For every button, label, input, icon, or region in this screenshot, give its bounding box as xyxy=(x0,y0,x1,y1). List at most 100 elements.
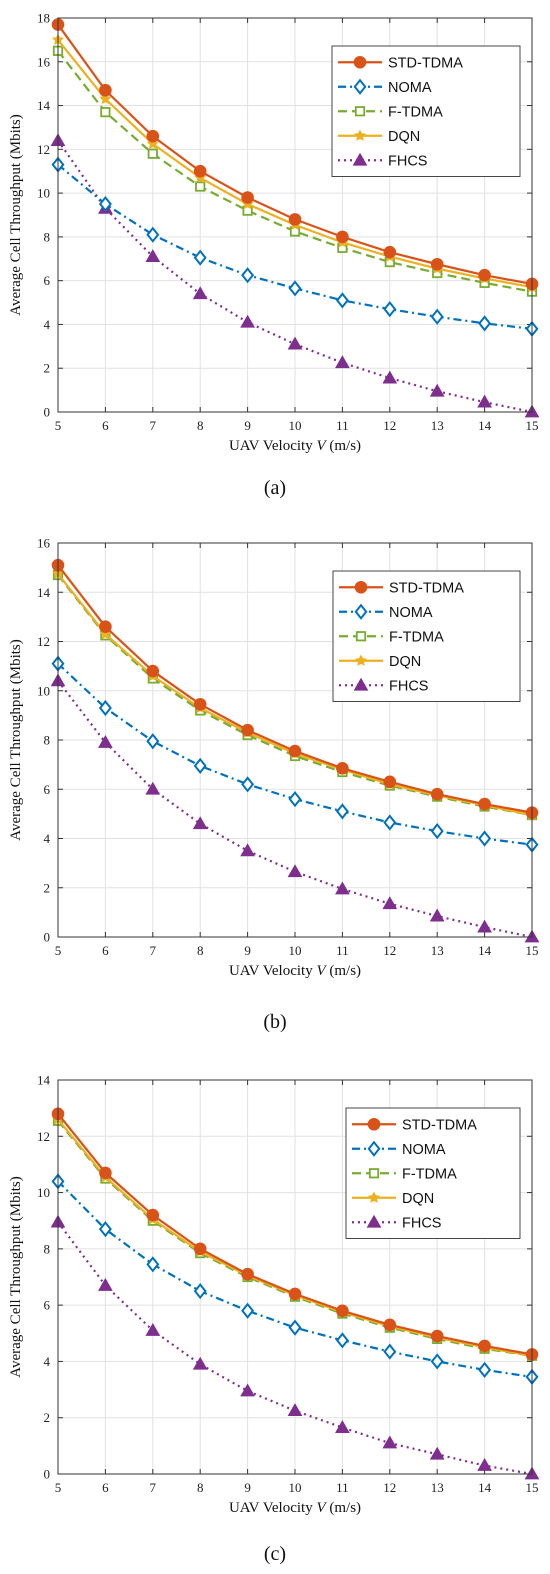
data-point-std-tdma xyxy=(193,697,207,711)
y-tick-label: 12 xyxy=(37,142,50,157)
data-point-noma xyxy=(383,814,397,831)
x-tick-label: 13 xyxy=(431,943,444,958)
plot-frame xyxy=(57,1079,533,1475)
data-point-fhcs xyxy=(382,896,398,910)
y-tick-label: 14 xyxy=(37,1073,51,1088)
data-point-fhcs xyxy=(382,370,398,384)
data-point-noma xyxy=(98,1221,112,1238)
legend-swatch-marker xyxy=(354,580,368,594)
legend-label-std-tdma: STD-TDMA xyxy=(389,580,464,596)
data-point-fhcs xyxy=(98,734,113,748)
series-line-f-tdma xyxy=(57,574,533,817)
data-point-noma xyxy=(146,1256,160,1273)
axis-ticks: 5 6 7 8 9 10 11 12 13 14 15 0 2 4 6 8 10 12 14 16 xyxy=(37,536,539,959)
data-point-noma xyxy=(383,1343,397,1360)
legend-label-fhcs: FHCS xyxy=(389,678,428,694)
data-point-std-tdma xyxy=(383,775,397,789)
data-point-std-tdma xyxy=(146,129,160,143)
y-tick-label: 10 xyxy=(37,683,50,698)
data-point-fhcs xyxy=(335,1420,350,1433)
y-tick-label: 14 xyxy=(37,98,51,113)
data-point-fhcs xyxy=(240,843,255,857)
data-point-fhcs xyxy=(335,355,350,369)
series-noma xyxy=(51,156,539,337)
y-tick-label: 8 xyxy=(44,733,51,748)
x-tick-label: 5 xyxy=(55,418,62,433)
data-point-std-tdma xyxy=(193,1242,207,1256)
legend-label-dqn: DQN xyxy=(388,129,420,145)
legend-swatch-marker xyxy=(354,654,368,666)
x-tick-label: 15 xyxy=(526,943,539,958)
data-point-f-tdma xyxy=(147,148,158,159)
plot-frame xyxy=(57,542,533,938)
x-tick-label: 9 xyxy=(244,943,251,958)
legend-label-fhcs: FHCS xyxy=(402,1215,441,1231)
data-point-std-tdma xyxy=(288,1287,302,1301)
x-tick-label: 7 xyxy=(150,418,157,433)
data-point-fhcs xyxy=(287,336,303,350)
data-point-f-tdma xyxy=(100,107,111,118)
throughput-chart-b: 5 6 7 8 9 10 11 12 13 14 15 0 2 4 6 8 10 12 14 16 UAV Veloci… xyxy=(8,536,540,979)
data-point-noma xyxy=(146,226,160,243)
y-axis-label: Average Cell Throughput (Mbits) xyxy=(8,1176,24,1378)
y-tick-label: 4 xyxy=(44,317,51,332)
legend-swatch-marker xyxy=(353,78,367,95)
legend-label-std-tdma: STD-TDMA xyxy=(388,55,463,71)
data-point-fhcs xyxy=(145,781,161,795)
throughput-chart-a: 5 6 7 8 9 10 11 12 13 14 15 0 2 4 6 8 10 12 14 16 18 UAV Velo… xyxy=(8,11,540,454)
data-point-fhcs xyxy=(477,1458,492,1471)
axis-ticks: 5 6 7 8 9 10 11 12 13 14 15 0 2 4 6 8 10 12 14 16 18 xyxy=(37,11,539,434)
legend-swatch-marker xyxy=(353,129,367,141)
legend: STD-TDMA NOMA F-TDMA DQN FHCS xyxy=(332,570,521,702)
data-point-dqn xyxy=(146,137,159,149)
caption-b: (b) xyxy=(263,1011,287,1033)
x-tick-label: 6 xyxy=(102,943,109,958)
chart-panel-c: 5 6 7 8 9 10 11 12 13 14 15 0 2 4 6 8 10 12 14 UAV Velocity… xyxy=(0,1062,550,1532)
x-axis-label: UAV Velocity V (m/s) xyxy=(229,438,361,454)
y-tick-label: 18 xyxy=(37,11,50,26)
data-point-noma xyxy=(146,733,160,750)
legend: STD-TDMA NOMA F-TDMA DQN FHCS xyxy=(345,1107,521,1239)
y-tick-label: 6 xyxy=(44,1298,51,1313)
data-point-noma xyxy=(335,1332,349,1349)
data-point-noma xyxy=(241,1302,255,1319)
data-point-noma xyxy=(193,1282,207,1300)
caption-a: (a) xyxy=(263,477,287,499)
x-tick-label: 12 xyxy=(383,943,396,958)
y-tick-label: 6 xyxy=(44,273,51,288)
x-tick-label: 10 xyxy=(289,1480,302,1495)
legend-swatch-marker xyxy=(367,1140,381,1157)
legend-label-f-tdma: F-TDMA xyxy=(402,1166,457,1182)
data-point-fhcs xyxy=(429,1446,445,1460)
data-point-std-tdma xyxy=(241,723,254,737)
y-tick-label: 2 xyxy=(44,880,51,895)
data-point-fhcs xyxy=(192,1356,208,1370)
x-tick-label: 5 xyxy=(55,1480,62,1495)
data-point-noma xyxy=(241,267,255,284)
x-tick-label: 6 xyxy=(102,1480,109,1495)
x-tick-label: 6 xyxy=(102,418,109,433)
x-axis-label: UAV Velocity V (m/s) xyxy=(229,963,361,979)
data-point-fhcs xyxy=(240,314,255,328)
series-std-tdma xyxy=(51,1107,539,1361)
data-point-std-tdma xyxy=(383,1318,397,1332)
caption-c: (c) xyxy=(263,1543,287,1565)
x-tick-label: 11 xyxy=(336,943,349,958)
x-axis-label: UAV Velocity V (m/s) xyxy=(229,1500,361,1516)
x-tick-label: 10 xyxy=(289,943,302,958)
legend-label-dqn: DQN xyxy=(389,654,421,670)
legend-label-f-tdma: F-TDMA xyxy=(389,629,444,645)
legend-label-f-tdma: F-TDMA xyxy=(388,104,443,120)
data-point-fhcs xyxy=(240,1383,255,1397)
data-point-fhcs xyxy=(382,1435,398,1449)
y-tick-label: 16 xyxy=(37,536,51,551)
series-noma xyxy=(51,655,539,853)
x-tick-label: 10 xyxy=(289,418,302,433)
legend-swatch-marker xyxy=(354,106,366,117)
legend-swatch-marker xyxy=(352,152,368,166)
data-point-noma xyxy=(193,757,207,774)
data-point-noma xyxy=(430,308,444,325)
data-point-std-tdma xyxy=(383,245,397,259)
x-tick-label: 14 xyxy=(478,943,492,958)
x-tick-label: 7 xyxy=(150,943,157,958)
